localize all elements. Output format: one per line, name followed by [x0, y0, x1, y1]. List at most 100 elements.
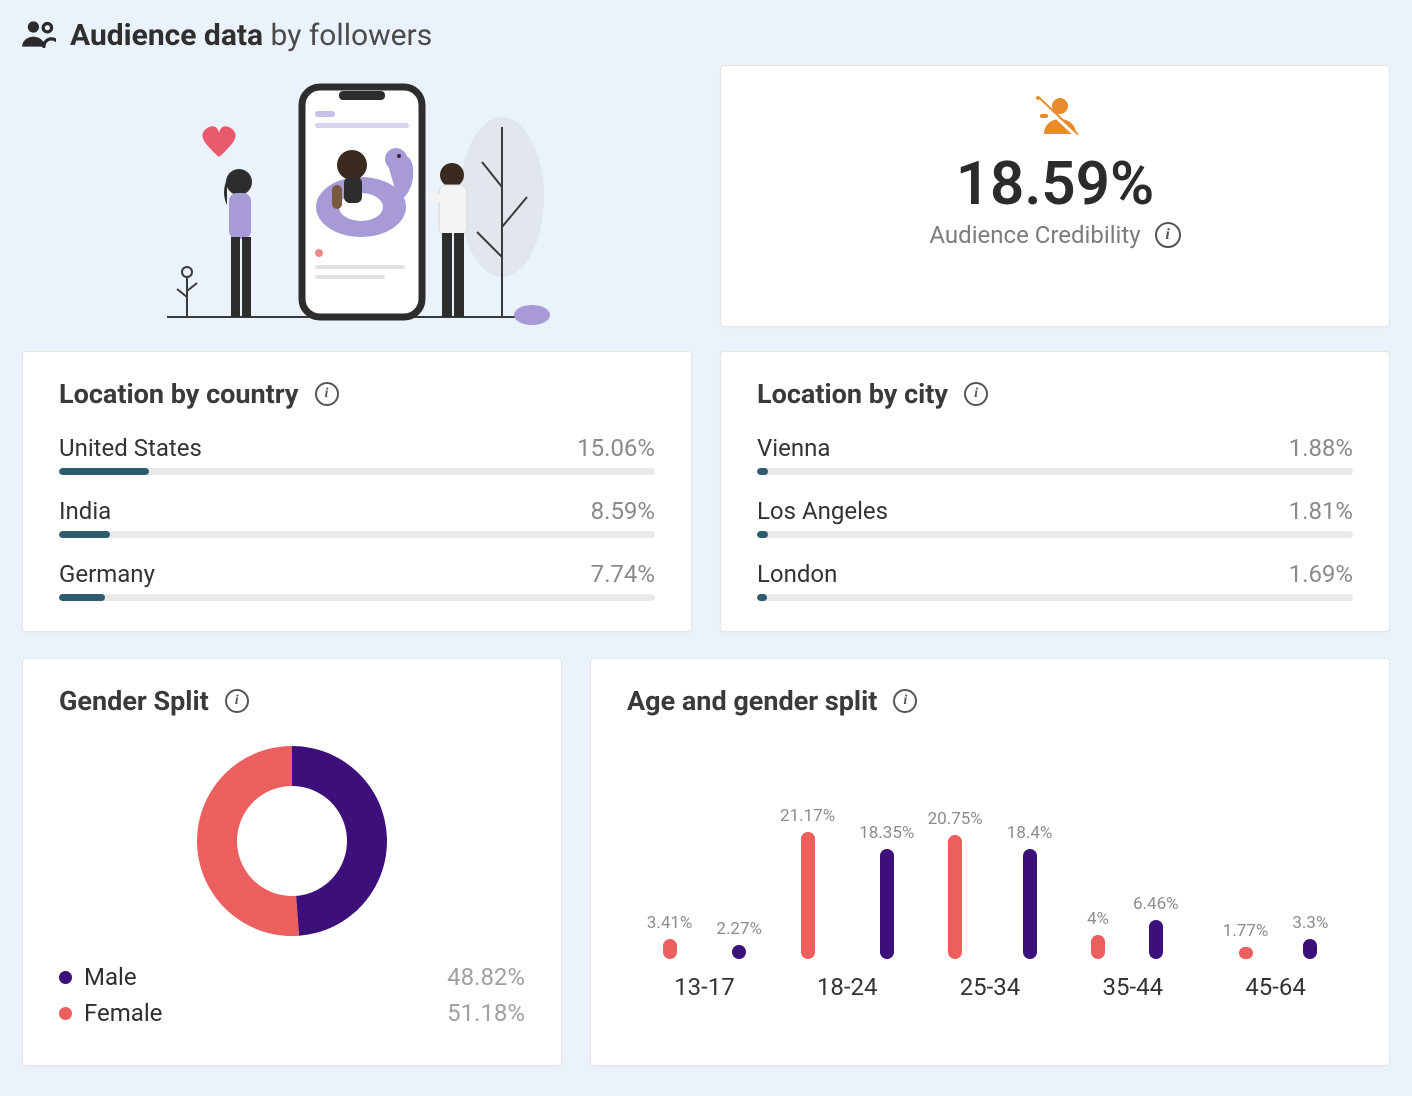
bar-value: 8.59%: [591, 497, 655, 525]
age-bar-value: 20.75%: [928, 809, 983, 829]
credibility-label: Audience Credibility: [929, 221, 1140, 249]
legend-label: Female: [84, 999, 162, 1027]
legend-row: Male48.82%: [59, 963, 525, 991]
credibility-warn-icon: [1030, 123, 1080, 142]
bar-item: Vienna 1.88%: [757, 434, 1353, 475]
age-bar-value: 3.3%: [1292, 913, 1328, 933]
age-category-label: 35-44: [1102, 973, 1163, 1001]
age-bar-value: 1.77%: [1223, 921, 1269, 941]
bar-label: Vienna: [757, 434, 830, 462]
card-title: Age and gender split: [627, 685, 877, 717]
age-bar-value: 3.41%: [647, 913, 693, 933]
age-bar: [1023, 849, 1037, 959]
age-bar-value: 2.27%: [716, 919, 762, 939]
age-gender-card: Age and gender split i 3.41% 2.27% 13-17 21…: [590, 658, 1390, 1066]
age-bar-col: 18.4%: [1007, 823, 1053, 959]
location-country-card: Location by country i United States 15.06…: [22, 351, 692, 632]
age-bar: [801, 832, 815, 959]
bar-label: United States: [59, 434, 202, 462]
page-header: Audience data by followers: [22, 18, 1390, 53]
legend-value: 51.18%: [447, 999, 525, 1027]
age-bar-value: 4%: [1087, 909, 1109, 929]
bar-item: United States 15.06%: [59, 434, 655, 475]
location-row: Location by country i United States 15.06…: [22, 351, 1390, 632]
age-bar: [948, 835, 962, 960]
top-row: 18.59% Audience Credibility i: [22, 61, 1390, 327]
age-group: 21.17% 18.35% 18-24: [776, 769, 919, 1001]
heart-icon: [202, 126, 235, 157]
age-bar: [880, 849, 894, 959]
age-bar-value: 18.35%: [859, 823, 914, 843]
gender-donut-chart: [192, 741, 392, 941]
age-group: 1.77% 3.3% 45-64: [1204, 769, 1347, 1001]
age-category-label: 18-24: [817, 973, 878, 1001]
bottom-row: Gender Split i Male48.82% Female 51.18% Ag…: [22, 658, 1390, 1066]
age-group: 3.41% 2.27% 13-17: [633, 769, 776, 1001]
age-bar: [1303, 939, 1317, 959]
card-title: Location by country: [59, 378, 299, 410]
age-bar: [1239, 947, 1253, 959]
city-bar-list: Vienna 1.88% Los Angeles 1.81% London 1.69%: [757, 434, 1353, 601]
age-bar-value: 6.46%: [1133, 894, 1179, 914]
bar-fill: [757, 531, 768, 538]
age-gender-chart: 3.41% 2.27% 13-17 21.17% 18.35% 18-24 20.75% 18…: [627, 741, 1353, 1001]
card-title: Gender Split: [59, 685, 209, 717]
age-bar-col: 20.75%: [928, 809, 983, 960]
age-bar-col: 21.17%: [780, 806, 835, 959]
bar-label: Los Angeles: [757, 497, 888, 525]
age-bar-col: 2.27%: [716, 919, 762, 959]
country-bar-list: United States 15.06% India 8.59% Germany7.74…: [59, 434, 655, 601]
age-bar-col: 3.3%: [1292, 913, 1328, 959]
age-bar: [663, 939, 677, 959]
age-bar: [732, 945, 746, 959]
gender-split-card: Gender Split i Male48.82% Female 51.18%: [22, 658, 562, 1066]
age-category-label: 25-34: [960, 973, 1021, 1001]
age-bar-col: 6.46%: [1133, 894, 1179, 959]
age-bar-col: 3.41%: [647, 913, 693, 959]
info-icon[interactable]: i: [964, 382, 988, 406]
bar-value: 15.06%: [577, 434, 655, 462]
bar-value: 1.69%: [1289, 560, 1353, 588]
page-title: Audience data by followers: [70, 18, 432, 53]
bar-fill: [59, 468, 149, 475]
age-bar: [1149, 920, 1163, 959]
bar-item: London 1.69%: [757, 560, 1353, 601]
legend-swatch: [59, 971, 72, 984]
bar-value: 1.88%: [1289, 434, 1353, 462]
legend-swatch: [59, 1007, 72, 1020]
bar-label: London: [757, 560, 837, 588]
age-bar-value: 21.17%: [780, 806, 835, 826]
bar-fill: [757, 594, 767, 601]
info-icon[interactable]: i: [225, 689, 249, 713]
credibility-value: 18.59%: [741, 148, 1369, 219]
info-icon[interactable]: i: [893, 689, 917, 713]
info-icon[interactable]: i: [315, 382, 339, 406]
audience-icon: [22, 20, 56, 52]
donut-slice: [292, 746, 387, 936]
credibility-card: 18.59% Audience Credibility i: [720, 65, 1390, 327]
info-icon[interactable]: i: [1155, 222, 1181, 248]
bar-label: Germany: [59, 560, 155, 588]
age-bar: [1091, 935, 1105, 959]
legend-label: Male: [84, 963, 137, 991]
age-bar-value: 18.4%: [1007, 823, 1053, 843]
bar-fill: [59, 531, 110, 538]
bar-label: India: [59, 497, 111, 525]
bar-value: 1.81%: [1289, 497, 1353, 525]
age-category-label: 13-17: [674, 973, 735, 1001]
bar-item: Los Angeles 1.81%: [757, 497, 1353, 538]
bar-fill: [757, 468, 768, 475]
bar-item: India 8.59%: [59, 497, 655, 538]
age-bar-col: 18.35%: [859, 823, 914, 959]
hero-illustration: [22, 61, 692, 327]
age-group: 4% 6.46% 35-44: [1061, 769, 1204, 1001]
card-title: Location by city: [757, 378, 948, 410]
age-bar-col: 4%: [1087, 909, 1109, 959]
age-group: 20.75% 18.4% 25-34: [919, 769, 1062, 1001]
bar-item: Germany7.74%: [59, 560, 655, 601]
donut-slice: [197, 746, 299, 936]
legend-row: Female 51.18%: [59, 999, 525, 1027]
location-city-card: Location by city i Vienna 1.88% Los Angele…: [720, 351, 1390, 632]
age-category-label: 45-64: [1245, 973, 1306, 1001]
bar-fill: [59, 594, 105, 601]
